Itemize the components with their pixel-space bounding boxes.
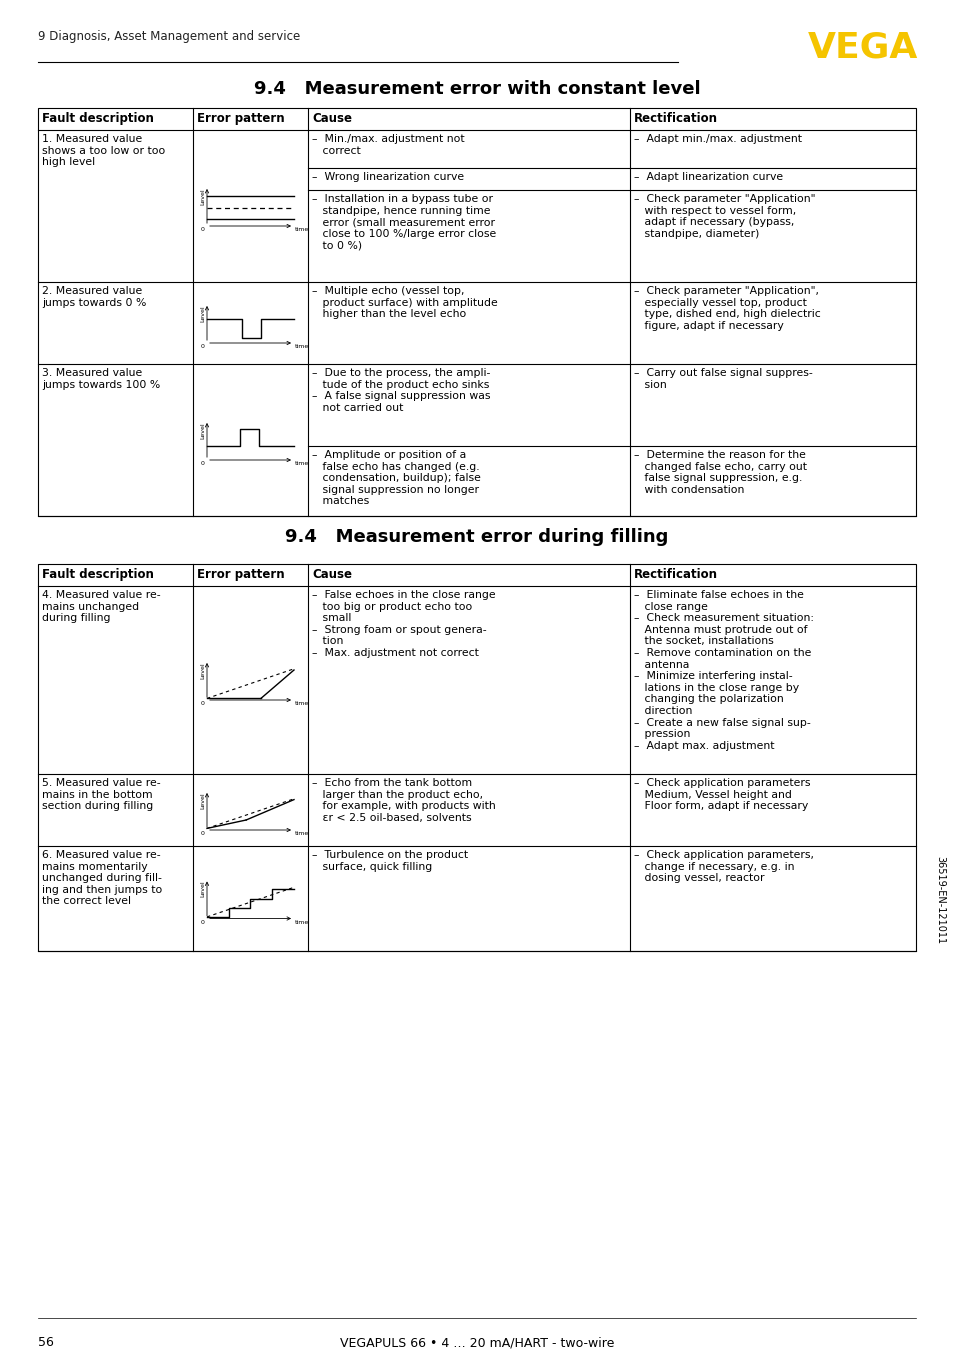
Text: –  Carry out false signal suppres-
   sion: – Carry out false signal suppres- sion — [634, 368, 812, 390]
Text: –  Determine the reason for the
   changed false echo, carry out
   false signal: – Determine the reason for the changed f… — [634, 450, 806, 494]
Text: –  Installation in a bypass tube or
   standpipe, hence running time
   error (s: – Installation in a bypass tube or stand… — [312, 194, 496, 250]
Text: time: time — [294, 701, 309, 705]
Text: 0: 0 — [201, 460, 205, 466]
Text: Level: Level — [200, 188, 205, 204]
Text: Error pattern: Error pattern — [196, 112, 284, 125]
Text: Rectification: Rectification — [634, 112, 718, 125]
Text: Error pattern: Error pattern — [196, 567, 284, 581]
Text: –  Eliminate false echoes in the
   close range
–  Check measurement situation:
: – Eliminate false echoes in the close ra… — [634, 590, 813, 751]
Text: 56: 56 — [38, 1336, 53, 1349]
Text: –  Due to the process, the ampli-
   tude of the product echo sinks
–  A false s: – Due to the process, the ampli- tude of… — [312, 368, 490, 413]
Text: Cause: Cause — [312, 112, 352, 125]
Text: Fault description: Fault description — [42, 112, 153, 125]
Text: time: time — [294, 831, 309, 835]
Text: 4. Measured value re-
mains unchanged
during filling: 4. Measured value re- mains unchanged du… — [42, 590, 160, 623]
Text: time: time — [294, 344, 309, 349]
Text: –  Adapt min./max. adjustment: – Adapt min./max. adjustment — [634, 134, 801, 144]
Text: –  Check parameter "Application",
   especially vessel top, product
   type, dis: – Check parameter "Application", especia… — [634, 286, 820, 330]
Text: –  Adapt linearization curve: – Adapt linearization curve — [634, 172, 782, 181]
Text: Rectification: Rectification — [634, 567, 718, 581]
Text: 9 Diagnosis, Asset Management and service: 9 Diagnosis, Asset Management and servic… — [38, 30, 300, 43]
Text: Fault description: Fault description — [42, 567, 153, 581]
Text: time: time — [294, 460, 309, 466]
Text: 0: 0 — [201, 831, 205, 835]
Text: 0: 0 — [201, 344, 205, 349]
Text: –  Echo from the tank bottom
   larger than the product echo,
   for example, wi: – Echo from the tank bottom larger than … — [312, 779, 496, 823]
Text: Level: Level — [200, 422, 205, 439]
Text: 0: 0 — [201, 701, 205, 705]
Text: –  Amplitude or position of a
   false echo has changed (e.g.
   condensation, b: – Amplitude or position of a false echo … — [312, 450, 480, 506]
Text: –  Min./max. adjustment not
   correct: – Min./max. adjustment not correct — [312, 134, 464, 156]
Text: –  Check application parameters
   Medium, Vessel height and
   Floor form, adap: – Check application parameters Medium, V… — [634, 779, 810, 811]
Text: 6. Measured value re-
mains momentarily
unchanged during fill-
ing and then jump: 6. Measured value re- mains momentarily … — [42, 850, 162, 906]
Bar — [38, 565, 915, 951]
Text: –  Multiple echo (vessel top,
   product surface) with amplitude
   higher than : – Multiple echo (vessel top, product sur… — [312, 286, 497, 320]
Text: 2. Measured value
jumps towards 0 %: 2. Measured value jumps towards 0 % — [42, 286, 146, 307]
Text: –  Wrong linearization curve: – Wrong linearization curve — [312, 172, 464, 181]
Text: VEGA: VEGA — [807, 30, 917, 64]
Text: Cause: Cause — [312, 567, 352, 581]
Text: time: time — [294, 919, 309, 925]
Text: 5. Measured value re-
mains in the bottom
section during filling: 5. Measured value re- mains in the botto… — [42, 779, 160, 811]
Text: 1. Measured value
shows a too low or too
high level: 1. Measured value shows a too low or too… — [42, 134, 165, 167]
Text: Level: Level — [200, 880, 205, 898]
Text: 9.4   Measurement error with constant level: 9.4 Measurement error with constant leve… — [253, 80, 700, 97]
Text: –  Check application parameters,
   change if necessary, e.g. in
   dosing vesse: – Check application parameters, change i… — [634, 850, 813, 883]
Text: Level: Level — [200, 305, 205, 322]
Text: Level: Level — [200, 792, 205, 808]
Bar — [38, 108, 915, 516]
Text: 0: 0 — [201, 919, 205, 925]
Text: 9.4   Measurement error during filling: 9.4 Measurement error during filling — [285, 528, 668, 546]
Text: –  False echoes in the close range
   too big or product echo too
   small
–  St: – False echoes in the close range too bi… — [312, 590, 496, 658]
Text: time: time — [294, 227, 309, 232]
Text: 3. Measured value
jumps towards 100 %: 3. Measured value jumps towards 100 % — [42, 368, 160, 390]
Text: VEGAPULS 66 • 4 … 20 mA/HART - two-wire: VEGAPULS 66 • 4 … 20 mA/HART - two-wire — [339, 1336, 614, 1349]
Text: Level: Level — [200, 662, 205, 678]
Text: –  Turbulence on the product
   surface, quick filling: – Turbulence on the product surface, qui… — [312, 850, 468, 872]
Text: –  Check parameter "Application"
   with respect to vessel form,
   adapt if nec: – Check parameter "Application" with res… — [634, 194, 815, 238]
Text: 0: 0 — [201, 227, 205, 232]
Text: 36519-EN-121011: 36519-EN-121011 — [934, 856, 944, 944]
